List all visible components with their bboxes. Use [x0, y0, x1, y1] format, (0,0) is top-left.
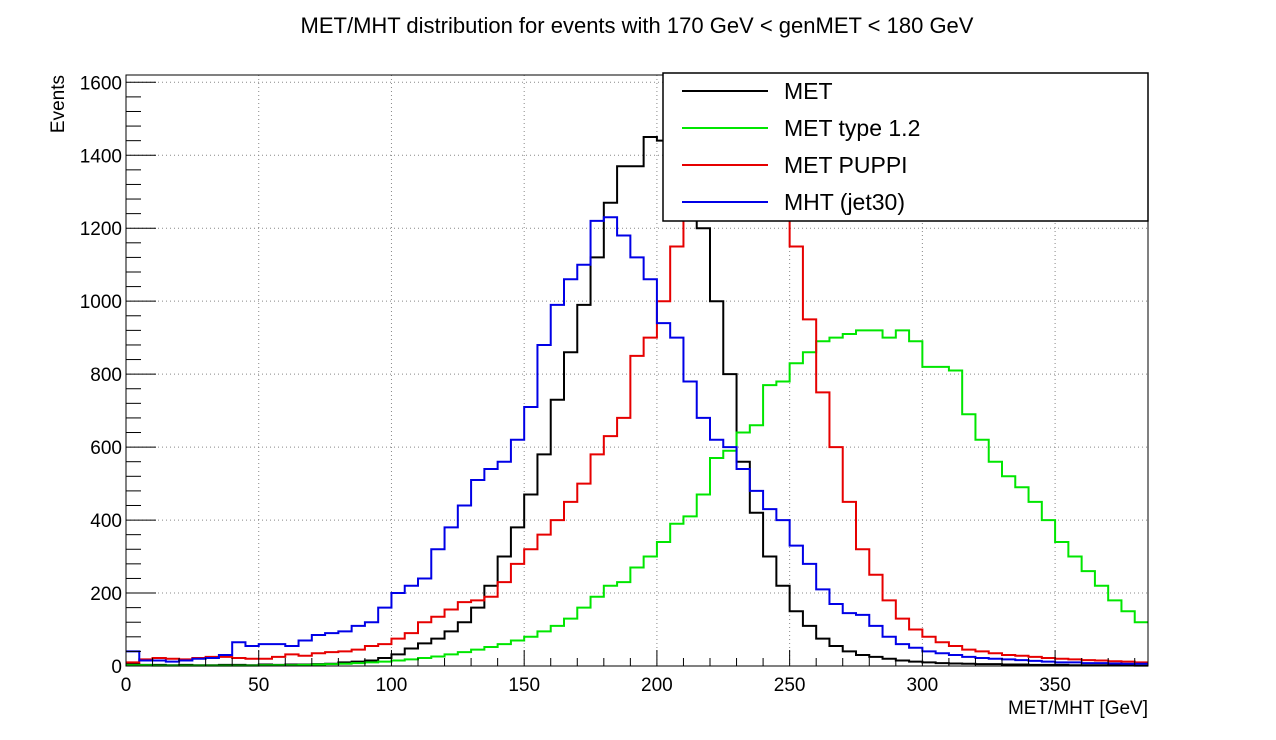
legend-label: MET PUPPI: [784, 152, 908, 178]
axes: 0 50 100 150 200 250 300 350 0 200 400 600 800 1000 12…: [80, 73, 1136, 696]
y-tick-label: 1000: [80, 292, 122, 313]
legend-box: [662, 72, 1149, 222]
x-tick-label: 150: [508, 675, 540, 696]
series-mht-jet30: [126, 216, 1148, 665]
series-met-type-1-2: [126, 329, 1148, 667]
x-tick-label: 100: [376, 675, 408, 696]
x-tick-label: 0: [121, 675, 132, 696]
legend-label: MET type 1.2: [784, 115, 920, 141]
y-axis-title: Events: [48, 75, 69, 133]
x-axis-title: MET/MHT [GeV]: [1008, 698, 1148, 719]
histogram-line: [126, 132, 1148, 664]
x-tick-label: 250: [774, 675, 806, 696]
y-tick-label: 1600: [80, 73, 122, 94]
legend: MET MET type 1.2 MET PUPPI MHT (jet30): [662, 72, 1149, 222]
y-tick-label: 0: [111, 657, 122, 678]
histogram-line: [126, 329, 1148, 667]
y-tick-label: 400: [90, 511, 122, 532]
x-tick-label: 350: [1039, 675, 1071, 696]
x-tick-label: 200: [641, 675, 673, 696]
x-tick-label: 50: [248, 675, 269, 696]
y-tick-label: 800: [90, 365, 122, 386]
x-tick-label: 300: [907, 675, 939, 696]
legend-label: MHT (jet30): [784, 189, 905, 215]
histogram-line: [126, 216, 1148, 665]
y-tick-label: 1200: [80, 219, 122, 240]
chart-title: MET/MHT distribution for events with 170…: [301, 13, 974, 38]
plot-frame: [125, 74, 1149, 667]
y-tick-label: 1400: [80, 146, 122, 167]
y-tick-label: 600: [90, 438, 122, 459]
grid: [126, 75, 1148, 666]
y-tick-label: 200: [90, 584, 122, 605]
legend-label: MET: [784, 78, 833, 104]
series-met-puppi: [126, 132, 1148, 664]
